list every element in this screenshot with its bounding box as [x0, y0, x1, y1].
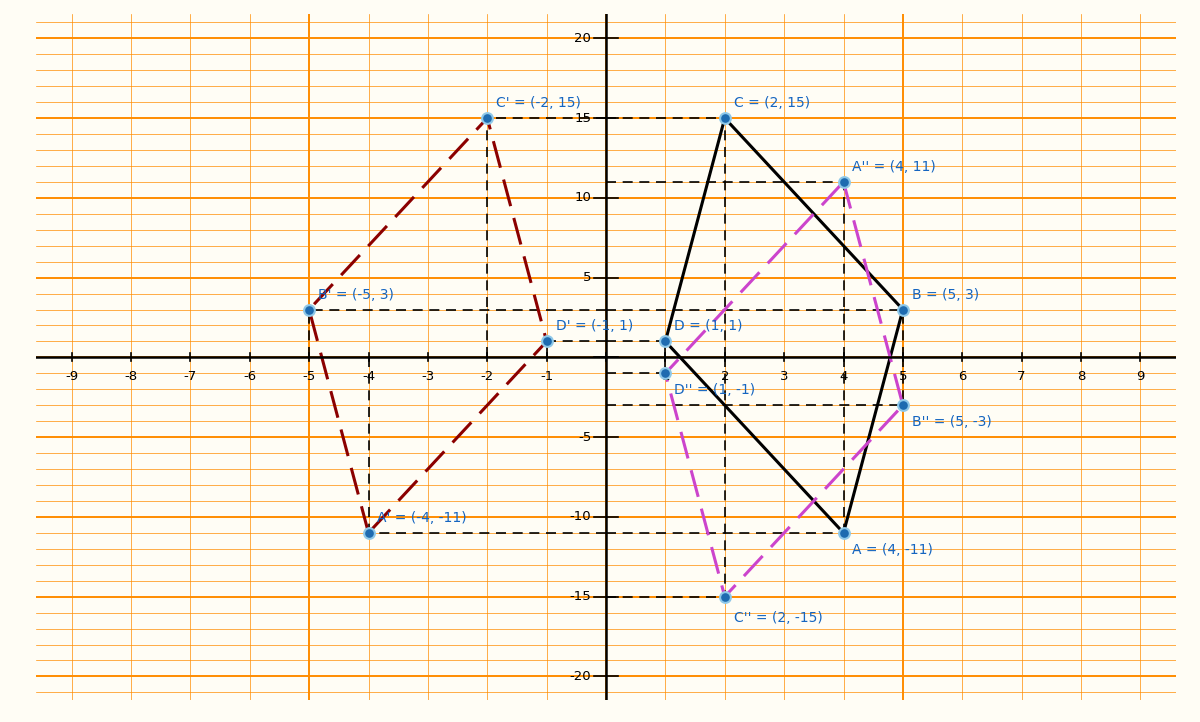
Text: 2: 2: [720, 370, 730, 383]
Text: 7: 7: [1018, 370, 1026, 383]
Text: -5: -5: [302, 370, 316, 383]
Text: B = (5, 3): B = (5, 3): [912, 287, 979, 302]
Text: 15: 15: [574, 112, 592, 125]
Text: -9: -9: [65, 370, 78, 383]
Point: [538, 336, 557, 347]
Point: [715, 113, 734, 124]
Text: C' = (-2, 15): C' = (-2, 15): [496, 96, 581, 110]
Text: A' = (-4, -11): A' = (-4, -11): [378, 511, 467, 525]
Point: [655, 336, 674, 347]
Point: [715, 591, 734, 602]
Text: A = (4, -11): A = (4, -11): [852, 543, 934, 557]
Text: 8: 8: [1076, 370, 1085, 383]
Point: [834, 527, 853, 539]
Text: C'' = (2, -15): C'' = (2, -15): [733, 612, 822, 625]
Text: 5: 5: [899, 370, 907, 383]
Text: -1: -1: [540, 370, 553, 383]
Text: A'' = (4, 11): A'' = (4, 11): [852, 160, 936, 174]
Text: 9: 9: [1136, 370, 1145, 383]
Point: [655, 367, 674, 379]
Text: D'' = (1, -1): D'' = (1, -1): [674, 383, 756, 397]
Text: C = (2, 15): C = (2, 15): [733, 96, 810, 110]
Text: -4: -4: [362, 370, 376, 383]
Text: D' = (-1, 1): D' = (-1, 1): [556, 319, 632, 334]
Point: [478, 113, 497, 124]
Text: 6: 6: [958, 370, 966, 383]
Text: 3: 3: [780, 370, 788, 383]
Text: D = (1, 1): D = (1, 1): [674, 319, 743, 334]
Point: [300, 304, 319, 316]
Text: -20: -20: [570, 670, 592, 683]
Text: 1: 1: [661, 370, 670, 383]
Point: [359, 527, 378, 539]
Point: [893, 399, 912, 411]
Text: 5: 5: [583, 271, 592, 284]
Text: -2: -2: [481, 370, 494, 383]
Text: -10: -10: [570, 510, 592, 523]
Text: -6: -6: [244, 370, 257, 383]
Point: [834, 176, 853, 188]
Text: -7: -7: [184, 370, 197, 383]
Text: 4: 4: [839, 370, 847, 383]
Point: [893, 304, 912, 316]
Text: 20: 20: [575, 32, 592, 45]
Text: -15: -15: [570, 590, 592, 603]
Text: 10: 10: [575, 191, 592, 204]
Text: B'' = (5, -3): B'' = (5, -3): [912, 415, 991, 429]
Text: -8: -8: [125, 370, 138, 383]
Text: -3: -3: [421, 370, 434, 383]
Text: B' = (-5, 3): B' = (-5, 3): [318, 287, 394, 302]
Text: -5: -5: [578, 430, 592, 443]
